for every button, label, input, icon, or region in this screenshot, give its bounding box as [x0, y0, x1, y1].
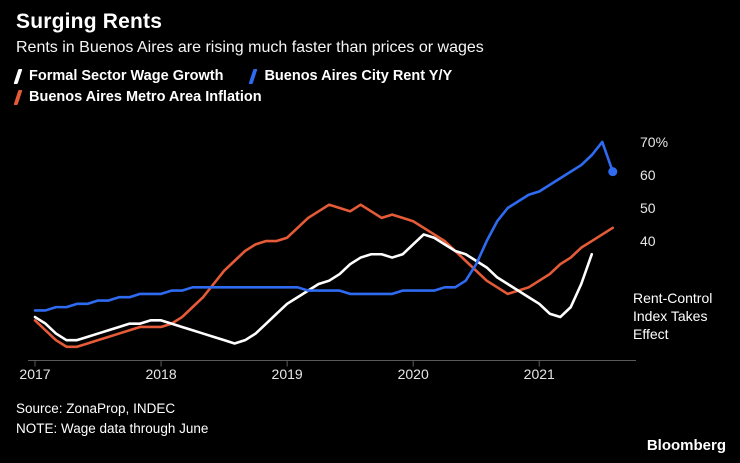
source-line: Source: ZonaProp, INDEC — [16, 401, 176, 416]
note-line: NOTE: Wage data through June — [16, 421, 209, 437]
rent-control-annotation: Rent-Control Index Takes Effect — [633, 290, 713, 343]
legend-item-metro-inflation: Buenos Aires Metro Area Inflation — [13, 89, 262, 105]
chart-subtitle: Rents in Buenos Aires are rising much fa… — [16, 39, 484, 56]
legend-item-city-rent: Buenos Aires City Rent Y/Y — [249, 68, 453, 84]
last-point-marker — [608, 167, 618, 177]
chart-title: Surging Rents — [16, 10, 163, 33]
legend-item-wage-growth: Formal Sector Wage Growth — [13, 68, 224, 84]
legend-label: Formal Sector Wage Growth — [29, 68, 224, 84]
series-line — [33, 140, 615, 312]
source-note: Source: ZonaProp, INDEC NOTE: Wage data … — [16, 399, 208, 440]
legend-swatch — [249, 68, 258, 84]
x-axis-tick-label: 2019 — [272, 366, 303, 382]
legend-label: Buenos Aires Metro Area Inflation — [29, 89, 262, 105]
x-axis-tick-label: 2020 — [398, 366, 429, 382]
y-axis-tick-label: 40 — [640, 233, 656, 249]
x-axis-tick-label: 2017 — [19, 366, 50, 382]
legend-label: Buenos Aires City Rent Y/Y — [264, 68, 453, 84]
legend: Formal Sector Wage Growth Buenos Aires C… — [13, 68, 561, 105]
y-axis-tick-label: 50 — [640, 200, 656, 216]
series-line — [33, 203, 615, 349]
x-axis-tick-label: 2018 — [145, 366, 176, 382]
y-axis-tick-label: 60 — [640, 167, 656, 183]
x-axis-tick-label: 2021 — [524, 366, 555, 382]
y-axis-tick-label: 70% — [640, 134, 668, 150]
series-line — [33, 233, 594, 345]
bloomberg-logo: Bloomberg — [646, 437, 726, 454]
chart-header: Surging Rents Rents in Buenos Aires are … — [13, 10, 561, 105]
